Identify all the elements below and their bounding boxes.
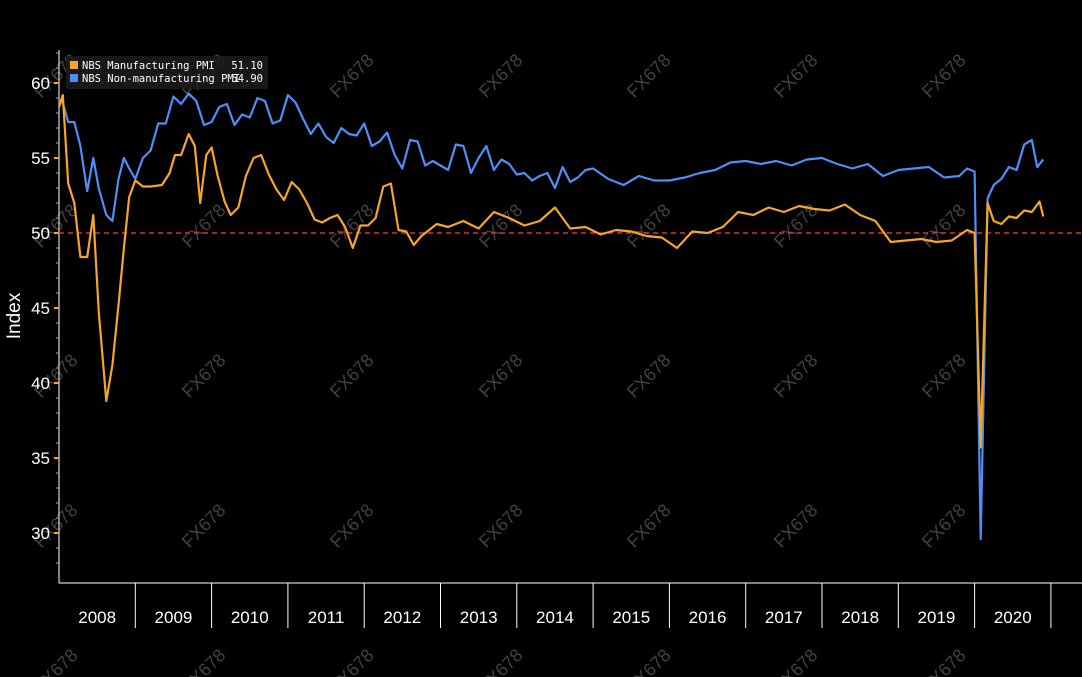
y-tick-label: 60	[31, 74, 50, 93]
x-tick-label: 2017	[765, 608, 803, 627]
x-tick-label: 2018	[841, 608, 879, 627]
series-line	[58, 92, 1045, 541]
legend-swatch	[70, 74, 78, 82]
y-tick-label: 35	[31, 449, 50, 468]
y-axis-label: Index	[4, 292, 25, 339]
y-ticks: 30 35 40 45 50 55 60	[31, 52, 59, 564]
x-tick-label: 2013	[460, 608, 498, 627]
y-tick-label: 40	[31, 374, 50, 393]
y-tick-label: 55	[31, 149, 50, 168]
legend-swatch	[70, 61, 78, 69]
x-tick-label: 2016	[689, 608, 727, 627]
x-tick-label: 2008	[78, 608, 116, 627]
x-tick-label: 2010	[231, 608, 269, 627]
x-ticks: 2008 2009 2010 2011 2012 2013 2014 2015 2016 2017…	[78, 583, 1052, 628]
x-tick-label: 2014	[536, 608, 574, 627]
legend-background	[66, 56, 268, 89]
legend-entry-value: 51.10	[231, 60, 263, 72]
x-tick-label: 2020	[994, 608, 1032, 627]
axes	[58, 50, 1082, 584]
y-tick-label: 30	[31, 524, 50, 543]
y-tick-label: 50	[31, 224, 50, 243]
legend-entry-value: 54.90	[231, 73, 263, 85]
y-tick-label: 45	[31, 299, 50, 318]
legend-entry-name: NBS Non-manufacturing PMI	[82, 73, 240, 85]
x-tick-label: 2015	[612, 608, 650, 627]
x-tick-label: 2012	[383, 608, 421, 627]
series-layer	[57, 92, 1045, 541]
x-tick-label: 2011	[308, 608, 345, 627]
x-tick-label: 2009	[155, 608, 193, 627]
legend-entry-name: NBS Manufacturing PMI	[82, 60, 215, 72]
series-line	[57, 93, 1045, 449]
x-tick-label: 2019	[918, 608, 956, 627]
